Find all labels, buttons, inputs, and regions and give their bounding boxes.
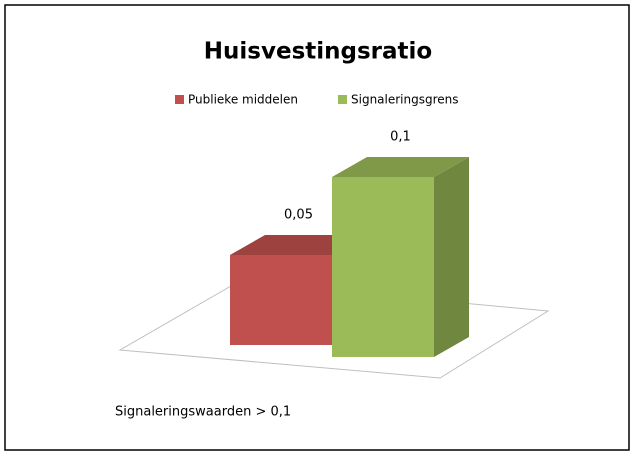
legend-label: Signaleringsgrens xyxy=(351,93,459,107)
bar-front xyxy=(332,177,434,357)
data-label: 0,1 xyxy=(390,130,411,145)
legend-swatch xyxy=(338,95,347,104)
legend-swatch xyxy=(175,95,184,104)
annotation: Signaleringswaarden > 0,1 xyxy=(115,405,291,420)
data-label: 0,05 xyxy=(284,208,313,223)
bar xyxy=(332,157,469,357)
chart-frame xyxy=(4,4,630,451)
chart-title: Huisvestingsratio xyxy=(204,39,432,65)
bar-side xyxy=(434,157,469,357)
bar-front xyxy=(230,255,332,345)
legend-label: Publieke middelen xyxy=(188,93,298,107)
bar-top xyxy=(332,157,469,177)
